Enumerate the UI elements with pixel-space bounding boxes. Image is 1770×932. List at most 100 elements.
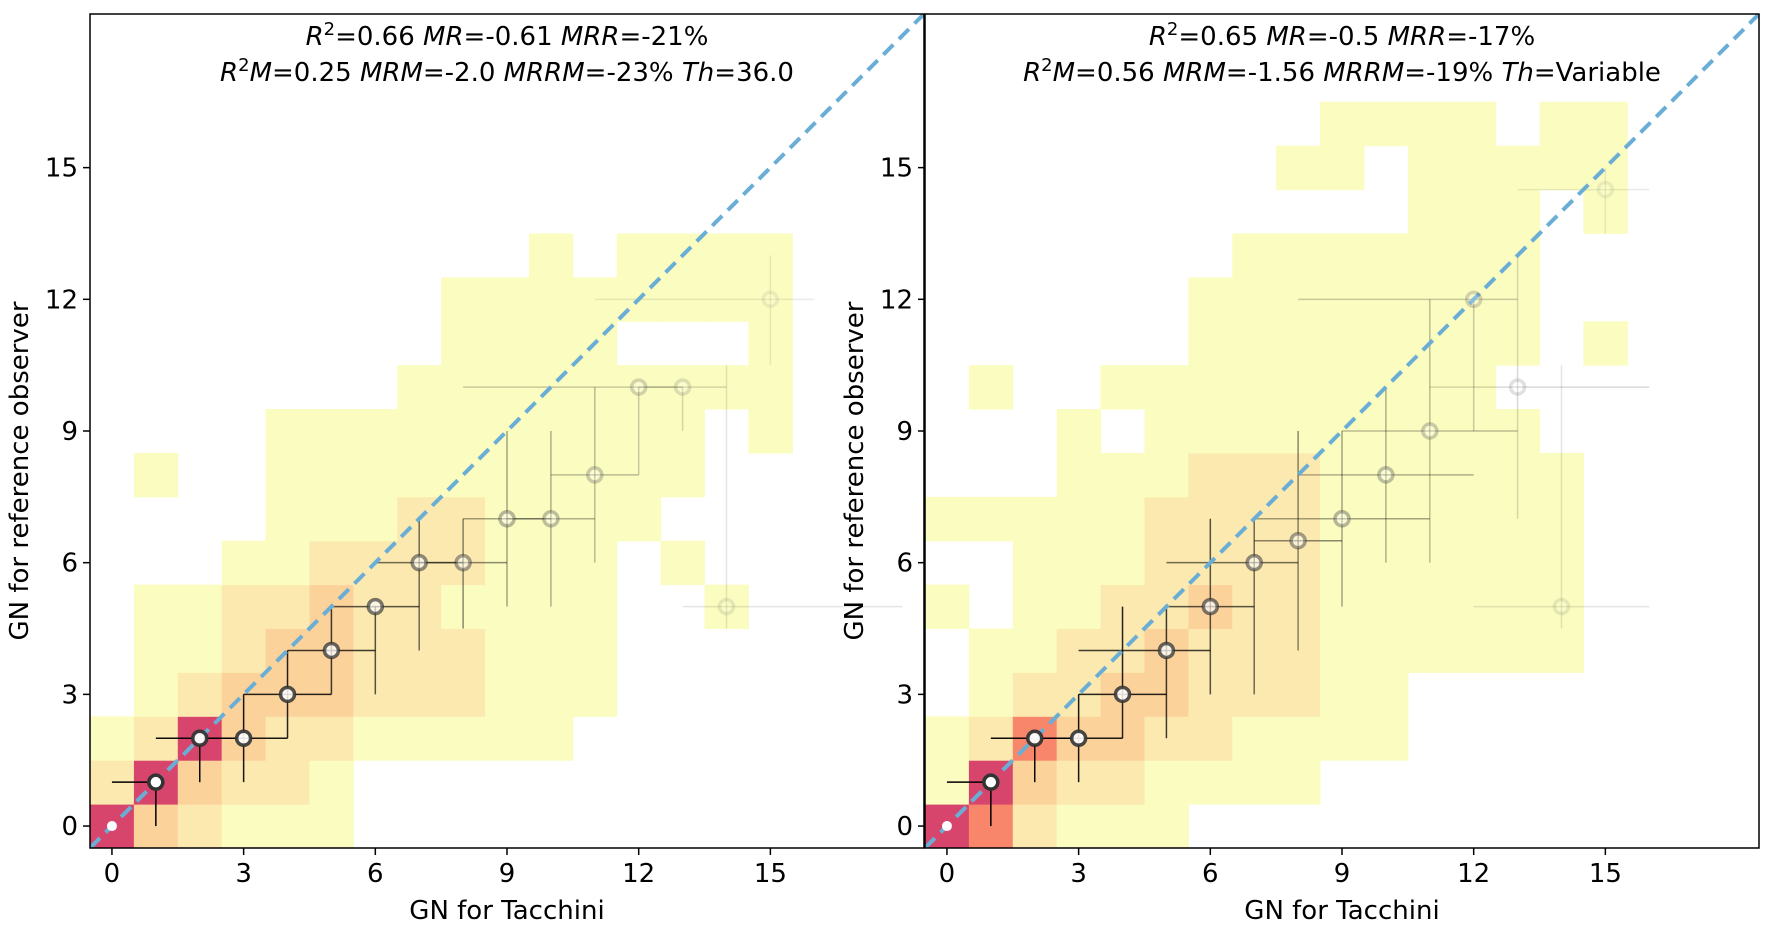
scatter-point: [454, 553, 472, 572]
scatter-point: [1596, 180, 1615, 199]
title-segment: 2: [1041, 55, 1052, 76]
title-segment: Th: [682, 58, 714, 88]
scatter-point: [1245, 553, 1263, 572]
scatter-point: [673, 378, 692, 396]
heatmap-cell: [1276, 277, 1321, 322]
scatter-point: [717, 597, 736, 616]
heatmap-cell: [1407, 409, 1453, 454]
x-axis-label: GN for Tacchini: [409, 896, 604, 926]
heatmap-cell: [1451, 452, 1497, 498]
scatter-point: [1333, 510, 1351, 528]
heatmap-cell: [1451, 189, 1497, 234]
heatmap-cell: [1451, 496, 1497, 542]
heatmap-cell: [309, 760, 354, 805]
heatmap-cell: [397, 365, 442, 410]
chart-title-line1: R2=0.66 MR=-0.61 MRR=-21%: [306, 19, 709, 53]
heatmap-cell: [397, 409, 442, 454]
heatmap-cell: [397, 672, 442, 717]
scatter-point: [1552, 597, 1571, 616]
chart-title-line1: R2=0.65 MR=-0.5 MRR=-17%: [1149, 19, 1535, 53]
heatmap-cell: [1232, 716, 1277, 761]
heatmap-cell: [1276, 496, 1321, 542]
heatmap-cell: [704, 584, 749, 630]
heatmap-cell: [1232, 452, 1277, 498]
heatmap-cell: [572, 365, 618, 410]
heatmap-cell: [925, 584, 970, 630]
heatmap-cell: [1144, 409, 1189, 454]
heatmap-cell: [441, 496, 486, 542]
heatmap-cell: [968, 628, 1014, 673]
scatter-point: [761, 290, 780, 309]
heatmap-cell: [1276, 716, 1321, 761]
heatmap-cell: [528, 409, 574, 454]
heatmap-cell: [441, 277, 486, 322]
heatmap-cell: [265, 584, 310, 630]
heatmap-cell: [309, 496, 354, 542]
heatmap-cell: [1539, 496, 1584, 542]
heatmap-cell: [1056, 496, 1102, 542]
heatmap-cell: [1363, 496, 1409, 542]
plot-area: [925, 14, 1759, 848]
heatmap-cell: [660, 409, 706, 454]
x-tick-label: 15: [1589, 859, 1622, 889]
title-segment: =-2.0: [423, 58, 504, 88]
heatmap-cell: [616, 365, 662, 410]
heatmap-cell: [221, 540, 267, 586]
heatmap-cell: [1407, 277, 1453, 322]
scatter-point: [1289, 531, 1307, 550]
x-tick-label: 12: [1457, 859, 1490, 889]
scatter-point: [366, 597, 385, 616]
x-tick-label: 15: [754, 859, 787, 889]
heatmap-cell: [616, 452, 662, 498]
heatmap-cell: [1320, 628, 1365, 673]
heatmap-cell: [1188, 452, 1233, 498]
heatmap-cell: [1363, 584, 1409, 630]
scatter-point: [322, 641, 341, 660]
heatmap-cell: [441, 584, 486, 630]
chart-title-line2: R2M=0.56 MRM=-1.56 MRRM=-19% Th=Variable: [1023, 55, 1661, 89]
heatmap-cell: [925, 496, 970, 542]
heatmap-cell: [1100, 365, 1145, 410]
heatmap-cell: [748, 409, 793, 454]
heatmap-cell: [1407, 145, 1453, 191]
title-segment: Th: [1501, 58, 1533, 88]
heatmap-cell: [265, 452, 310, 498]
heatmap-cell: [177, 584, 223, 630]
heatmap-cell: [572, 277, 618, 322]
heatmap-cell: [1188, 321, 1233, 366]
scatter-point: [147, 773, 165, 791]
heatmap-cell: [528, 277, 574, 322]
heatmap-cell: [485, 584, 530, 630]
heatmap-cell: [1320, 321, 1365, 366]
heatmap-cell: [485, 365, 530, 410]
heatmap-cell: [1232, 409, 1277, 454]
heatmap-cell: [704, 233, 749, 278]
title-segment: MRM: [1163, 58, 1226, 88]
heatmap-cell: [397, 716, 442, 761]
heatmap-cell: [1363, 101, 1409, 147]
heatmap-cell: [704, 365, 749, 410]
title-segment: =-1.56: [1226, 58, 1323, 88]
scatter-point: [498, 510, 516, 528]
scatter-point: [106, 821, 117, 832]
heatmap-cell: [441, 672, 486, 717]
heatmap-cell: [485, 672, 530, 717]
heatmap-cell: [353, 452, 398, 498]
heatmap-cell: [177, 804, 223, 848]
scatter-point: [1201, 597, 1220, 616]
heatmap-cell: [1276, 321, 1321, 366]
scatter-point: [234, 729, 253, 748]
heatmap-cell: [968, 496, 1014, 542]
heatmap-cell: [572, 452, 618, 498]
y-tick-label: 6: [896, 549, 913, 579]
title-segment: =-19%: [1404, 58, 1501, 88]
heatmap-cell: [177, 628, 223, 673]
heatmap-cell: [265, 496, 310, 542]
heatmap-cell: [528, 540, 574, 586]
heatmap-cell: [1495, 584, 1541, 630]
heatmap-cell: [1232, 321, 1277, 366]
y-tick-label: 12: [45, 285, 78, 315]
heatmap-cell: [1539, 628, 1584, 673]
heatmap-cell: [1583, 321, 1628, 366]
title-segment: =-21%: [619, 22, 708, 52]
